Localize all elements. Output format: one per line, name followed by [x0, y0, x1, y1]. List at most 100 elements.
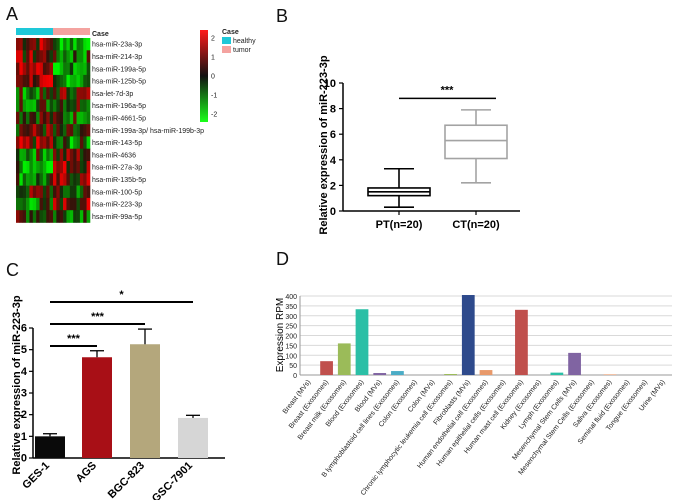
heatmap-cell [16, 136, 20, 149]
heatmap-cell [79, 148, 84, 162]
bar [178, 417, 208, 458]
heatmap-cell [63, 136, 67, 149]
cell-line-bar-panel: Relative expression of miR-223-3p 0 1 2 3 4 5… [11, 289, 225, 500]
heatmap-cell [16, 148, 20, 162]
heatmap-cell [73, 173, 77, 186]
heatmap-cell [76, 50, 81, 63]
heatmap-cell [83, 50, 87, 63]
heatmap-cell [46, 74, 50, 88]
heatmap-cell [22, 38, 27, 51]
heatmap-cell [26, 173, 30, 186]
heatmap-cell [56, 136, 61, 149]
heatmap-legend-title: Case [222, 29, 239, 36]
heatmap-cell [46, 210, 50, 223]
heatmap-cell [66, 38, 71, 51]
heatmap-cell [86, 38, 91, 51]
heatmap-cell [19, 173, 24, 186]
heatmap-cell [49, 124, 54, 137]
panel-label-a: A [6, 4, 18, 24]
heatmap-cell [26, 136, 30, 149]
heatmap-cell [69, 136, 74, 149]
y-tick-label: 350 [285, 304, 297, 311]
heatmap-cell [22, 99, 27, 113]
heatmap-cell [26, 99, 30, 113]
heatmap-cell [63, 87, 67, 100]
heatmap-cell [53, 111, 57, 125]
heatmap-cell [56, 74, 61, 88]
significance-label: *** [441, 84, 455, 96]
heatmap-cell [76, 136, 81, 149]
heatmap-cell [26, 50, 30, 63]
heatmap-cell [22, 62, 27, 76]
heatmap-cell [39, 87, 44, 100]
heatmap-cell [16, 111, 20, 125]
heatmap-cell [22, 136, 27, 149]
heatmap-cell [86, 185, 91, 199]
heatmap-cell [66, 161, 71, 174]
heatmap-cell [36, 50, 40, 63]
heatmap-cell [59, 197, 64, 211]
bar [515, 309, 528, 375]
bar [82, 357, 112, 458]
heatmap-cell [76, 87, 81, 100]
heatmap-cell [79, 161, 84, 174]
heatmap-cell [49, 210, 54, 223]
heatmap-cell [32, 99, 37, 113]
rpm-bar-panel: Expression RPM 050100150200250300350400 … [275, 294, 672, 497]
heatmap-cell [59, 173, 64, 186]
heatmap-cell [56, 148, 61, 162]
heatmap-panel: Case hsa-miR-23a-3phsa-miR-214-3phsa-miR… [16, 28, 256, 223]
heatmap-cell [36, 210, 40, 223]
boxplot-significance: *** [399, 84, 496, 100]
heatmap-cell [73, 62, 77, 76]
colorbar-tick: 1 [211, 55, 215, 62]
heatmap-cell [39, 111, 44, 125]
heatmap-cell [69, 185, 74, 199]
heatmap-cell [76, 99, 81, 113]
x-tick-label: AGS [74, 460, 99, 485]
heatmap-cell [42, 38, 47, 51]
heatmap-cell [16, 38, 20, 51]
heatmap-cell [42, 210, 47, 223]
y-tick-label: 0 [293, 373, 297, 380]
bar [130, 344, 160, 458]
heatmap-cell [29, 148, 34, 162]
heatmap-cell [22, 74, 27, 88]
heatmap-cell [76, 111, 81, 125]
y-tick-label: 1 [21, 431, 27, 443]
heatmap-cell [36, 74, 40, 88]
heatmap-cell [83, 124, 87, 137]
heatmap-cell [36, 197, 40, 211]
colorbar-bar [200, 30, 208, 122]
heatmap-cell [79, 50, 84, 63]
heatmap-colorbar: 2 1 0 -1 -2 [200, 30, 217, 122]
y-tick-label: 0 [21, 453, 27, 465]
heatmap-cell [83, 173, 87, 186]
heatmap-cell [73, 50, 77, 63]
annotation-healthy [16, 28, 53, 35]
y-tick-label: 2 [330, 180, 336, 192]
rpm-bars [320, 295, 617, 375]
heatmap-cell [32, 136, 37, 149]
heatmap-cell [56, 124, 61, 137]
heatmap-cell [86, 210, 91, 223]
bar [391, 371, 404, 375]
heatmap-cell [36, 38, 40, 51]
y-tick-label: 5 [21, 344, 27, 356]
heatmap-cell [56, 197, 61, 211]
heatmap-row-label: hsa-miR-135b-5p [92, 177, 146, 184]
y-tick-label: 2 [21, 409, 27, 421]
heatmap-cell [29, 38, 34, 51]
heatmap-cell [76, 124, 81, 137]
heatmap-cell [79, 62, 84, 76]
heatmap-cell [46, 197, 50, 211]
heatmap-cell [42, 173, 47, 186]
heatmap-cell [42, 111, 47, 125]
heatmap-cell [63, 185, 67, 199]
heatmap-cell [66, 185, 71, 199]
heatmap-cell [66, 197, 71, 211]
heatmap-cell [19, 161, 24, 174]
heatmap-cell [56, 210, 61, 223]
heatmap-cell [22, 124, 27, 137]
heatmap-cell [63, 124, 67, 137]
